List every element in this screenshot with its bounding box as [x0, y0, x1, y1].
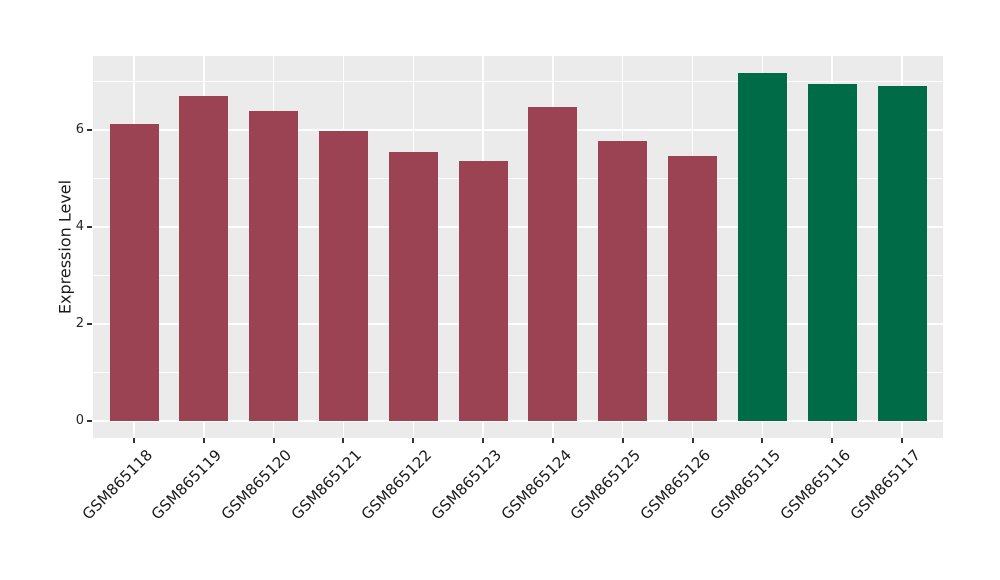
- x-tick-mark: [272, 438, 275, 443]
- x-tick-mark: [202, 438, 205, 443]
- bar-GSM865125: [598, 140, 648, 421]
- major-gridline: [93, 322, 943, 325]
- bar-GSM865124: [528, 106, 578, 421]
- y-tick-label: 4: [75, 218, 84, 234]
- bar-GSM865126: [668, 156, 718, 421]
- major-gridline: [93, 128, 943, 131]
- bar-GSM865116: [807, 83, 857, 421]
- x-tick-label: GSM865120: [218, 446, 296, 524]
- bar-GSM865115: [737, 73, 787, 421]
- bar-GSM865118: [109, 124, 159, 421]
- minor-gridline: [93, 274, 943, 276]
- x-tick-mark: [831, 438, 834, 443]
- minor-gridline: [93, 371, 943, 373]
- bar-GSM865121: [318, 130, 368, 421]
- bar-GSM865120: [249, 111, 299, 421]
- x-tick-mark: [133, 438, 135, 443]
- y-tick-label: 0: [75, 412, 84, 428]
- x-tick-label: GSM865116: [776, 446, 854, 524]
- bar-GSM865117: [877, 86, 927, 421]
- major-gridline: [93, 225, 943, 228]
- y-tick-label: 6: [75, 121, 84, 137]
- x-tick-label: GSM865118: [78, 446, 156, 524]
- y-tick-label: 2: [75, 315, 84, 331]
- x-tick-label: GSM865115: [706, 446, 785, 524]
- y-tick-mark: [87, 128, 92, 131]
- bar-GSM865122: [388, 151, 438, 421]
- minor-gridline: [93, 177, 943, 179]
- x-tick-label: GSM865123: [427, 446, 505, 524]
- minor-gridline: [93, 80, 943, 82]
- x-tick-mark: [551, 438, 554, 443]
- x-tick-mark: [621, 438, 624, 443]
- y-tick-mark: [87, 322, 92, 325]
- y-axis-title: Expression Level: [55, 179, 75, 315]
- x-tick-mark: [901, 438, 903, 443]
- x-tick-label: GSM865126: [636, 446, 715, 524]
- y-tick-mark: [87, 419, 92, 422]
- x-tick-label: GSM865121: [287, 446, 366, 524]
- x-tick-mark: [412, 438, 415, 443]
- x-tick-label: GSM865124: [497, 446, 575, 524]
- plot-panel: [93, 56, 943, 438]
- bar-GSM865123: [458, 161, 508, 421]
- x-tick-label: GSM865125: [567, 446, 645, 524]
- x-tick-mark: [691, 438, 694, 443]
- x-tick-mark: [761, 438, 764, 443]
- y-tick-mark: [87, 225, 92, 228]
- x-tick-label: GSM865122: [357, 446, 436, 524]
- bar-GSM865119: [179, 95, 229, 421]
- major-gridline: [93, 419, 943, 422]
- x-tick-label: GSM865119: [148, 446, 226, 524]
- x-tick-mark: [482, 438, 485, 443]
- x-tick-mark: [342, 438, 345, 443]
- x-tick-label: GSM865117: [846, 446, 924, 524]
